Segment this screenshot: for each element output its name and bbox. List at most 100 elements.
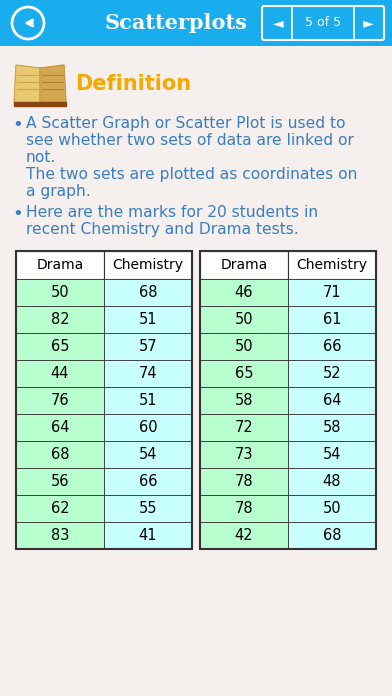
- Text: 61: 61: [323, 312, 341, 327]
- FancyBboxPatch shape: [200, 495, 288, 522]
- Text: 66: 66: [139, 474, 157, 489]
- Text: not.: not.: [26, 150, 56, 165]
- Text: 51: 51: [139, 312, 157, 327]
- Text: ►: ►: [363, 16, 373, 30]
- FancyBboxPatch shape: [104, 441, 192, 468]
- Text: 52: 52: [323, 366, 341, 381]
- Text: 41: 41: [139, 528, 157, 543]
- Text: 78: 78: [235, 501, 253, 516]
- Text: 50: 50: [323, 501, 341, 516]
- FancyBboxPatch shape: [104, 279, 192, 306]
- FancyBboxPatch shape: [16, 414, 104, 441]
- Text: The two sets are plotted as coordinates on: The two sets are plotted as coordinates …: [26, 167, 358, 182]
- FancyBboxPatch shape: [288, 333, 376, 360]
- Text: a graph.: a graph.: [26, 184, 91, 199]
- FancyBboxPatch shape: [104, 414, 192, 441]
- FancyBboxPatch shape: [288, 306, 376, 333]
- FancyBboxPatch shape: [200, 468, 288, 495]
- Text: 76: 76: [51, 393, 69, 408]
- Text: Drama: Drama: [36, 258, 83, 272]
- Text: 68: 68: [51, 447, 69, 462]
- FancyBboxPatch shape: [16, 306, 104, 333]
- Text: •: •: [12, 205, 23, 223]
- FancyBboxPatch shape: [16, 360, 104, 387]
- FancyBboxPatch shape: [200, 251, 288, 279]
- Text: 66: 66: [323, 339, 341, 354]
- FancyBboxPatch shape: [200, 306, 288, 333]
- Text: recent Chemistry and Drama tests.: recent Chemistry and Drama tests.: [26, 222, 299, 237]
- Text: 48: 48: [323, 474, 341, 489]
- Text: 54: 54: [323, 447, 341, 462]
- Text: •: •: [12, 116, 23, 134]
- FancyBboxPatch shape: [288, 495, 376, 522]
- Text: 54: 54: [139, 447, 157, 462]
- FancyBboxPatch shape: [288, 279, 376, 306]
- FancyBboxPatch shape: [288, 522, 376, 549]
- Text: 50: 50: [235, 339, 253, 354]
- Text: 56: 56: [51, 474, 69, 489]
- Text: 71: 71: [323, 285, 341, 300]
- Text: Definition: Definition: [75, 74, 191, 94]
- FancyBboxPatch shape: [288, 251, 376, 279]
- FancyBboxPatch shape: [104, 495, 192, 522]
- FancyBboxPatch shape: [288, 441, 376, 468]
- Polygon shape: [14, 65, 40, 102]
- FancyBboxPatch shape: [200, 360, 288, 387]
- Text: 65: 65: [235, 366, 253, 381]
- FancyBboxPatch shape: [104, 360, 192, 387]
- FancyBboxPatch shape: [16, 495, 104, 522]
- Text: Chemistry: Chemistry: [296, 258, 367, 272]
- FancyBboxPatch shape: [200, 279, 288, 306]
- Text: Scatterplots: Scatterplots: [105, 13, 247, 33]
- Text: 62: 62: [51, 501, 69, 516]
- FancyBboxPatch shape: [104, 522, 192, 549]
- Text: 58: 58: [323, 420, 341, 435]
- Text: 64: 64: [323, 393, 341, 408]
- FancyBboxPatch shape: [16, 333, 104, 360]
- FancyBboxPatch shape: [200, 441, 288, 468]
- FancyBboxPatch shape: [104, 333, 192, 360]
- FancyBboxPatch shape: [16, 251, 104, 279]
- Text: 83: 83: [51, 528, 69, 543]
- FancyBboxPatch shape: [104, 306, 192, 333]
- Text: Drama: Drama: [220, 258, 268, 272]
- Text: ◄: ◄: [273, 16, 283, 30]
- FancyBboxPatch shape: [16, 468, 104, 495]
- Text: 5 of 5: 5 of 5: [305, 17, 341, 29]
- FancyBboxPatch shape: [200, 522, 288, 549]
- FancyBboxPatch shape: [288, 414, 376, 441]
- Text: 42: 42: [235, 528, 253, 543]
- FancyBboxPatch shape: [16, 279, 104, 306]
- Text: 50: 50: [235, 312, 253, 327]
- Text: 74: 74: [139, 366, 157, 381]
- FancyBboxPatch shape: [200, 333, 288, 360]
- Text: 82: 82: [51, 312, 69, 327]
- Text: A Scatter Graph or Scatter Plot is used to: A Scatter Graph or Scatter Plot is used …: [26, 116, 345, 131]
- Text: 65: 65: [51, 339, 69, 354]
- Text: 60: 60: [139, 420, 157, 435]
- FancyBboxPatch shape: [16, 441, 104, 468]
- Text: 44: 44: [51, 366, 69, 381]
- Text: Chemistry: Chemistry: [113, 258, 183, 272]
- Text: 68: 68: [139, 285, 157, 300]
- Text: 51: 51: [139, 393, 157, 408]
- FancyBboxPatch shape: [16, 387, 104, 414]
- FancyBboxPatch shape: [200, 414, 288, 441]
- Text: 64: 64: [51, 420, 69, 435]
- Polygon shape: [14, 102, 66, 106]
- Text: 78: 78: [235, 474, 253, 489]
- FancyBboxPatch shape: [16, 522, 104, 549]
- Text: 50: 50: [51, 285, 69, 300]
- Text: 73: 73: [235, 447, 253, 462]
- FancyBboxPatch shape: [104, 468, 192, 495]
- FancyBboxPatch shape: [200, 387, 288, 414]
- Text: Here are the marks for 20 students in: Here are the marks for 20 students in: [26, 205, 318, 220]
- FancyBboxPatch shape: [0, 46, 392, 696]
- Text: 58: 58: [235, 393, 253, 408]
- FancyBboxPatch shape: [104, 251, 192, 279]
- FancyBboxPatch shape: [288, 387, 376, 414]
- FancyBboxPatch shape: [0, 0, 392, 46]
- Text: 72: 72: [235, 420, 253, 435]
- FancyBboxPatch shape: [288, 360, 376, 387]
- Text: 55: 55: [139, 501, 157, 516]
